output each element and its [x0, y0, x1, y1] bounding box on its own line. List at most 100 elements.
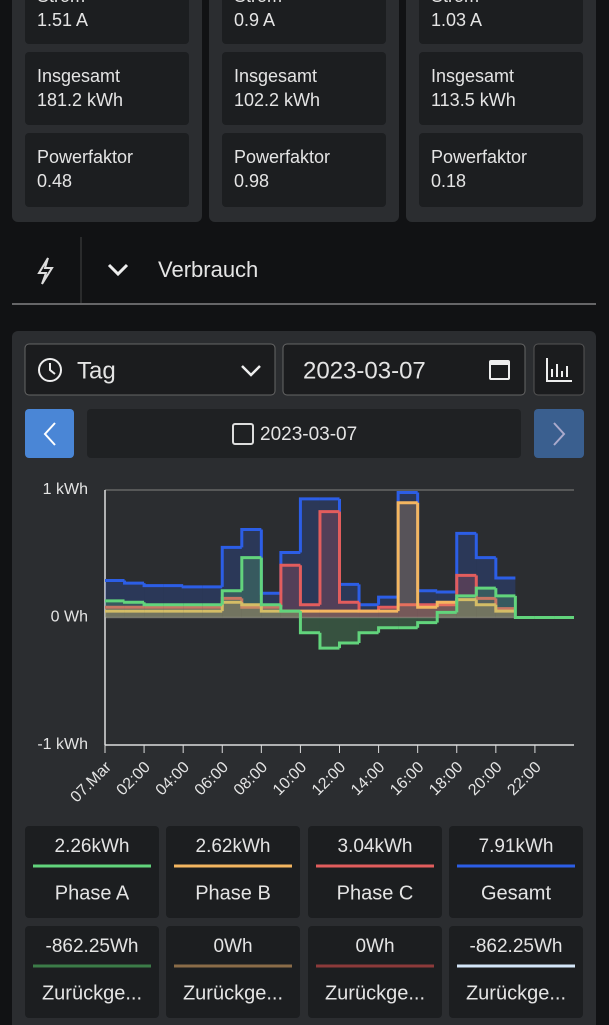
- metric-box: [222, 133, 386, 207]
- returned-label: Zurückge...: [42, 982, 142, 1004]
- date-value: 2023-03-07: [303, 357, 426, 384]
- chevron-down[interactable]: [107, 263, 129, 277]
- area-fill: [398, 492, 418, 618]
- next-arrow: [553, 422, 566, 446]
- step-line: [494, 588, 516, 598]
- chart-button[interactable]: [533, 343, 585, 396]
- metric-value: 1.03 A: [431, 10, 482, 30]
- returned-label: Zurückge...: [466, 982, 566, 1004]
- returned-label: Zurückge...: [325, 982, 425, 1004]
- area-fill: [476, 604, 496, 618]
- step-line: [513, 595, 535, 619]
- date-input[interactable]: [282, 343, 526, 396]
- y-tick-label: 1 kWh: [43, 481, 88, 498]
- calendar-small-icon: [232, 423, 254, 445]
- step-line: [396, 501, 418, 612]
- area-fill: [359, 611, 379, 618]
- returned-value: 0Wh: [213, 936, 252, 957]
- summary-box: [166, 926, 300, 1018]
- area-fill: [476, 598, 496, 618]
- area-fill: [280, 552, 301, 618]
- legend-name: Gesamt: [481, 882, 551, 904]
- step-line: [181, 585, 203, 589]
- step-line: [494, 604, 516, 613]
- metric-box: [25, 0, 189, 44]
- area-fill: [398, 604, 418, 618]
- step-line: [318, 510, 340, 605]
- step-line: [435, 610, 457, 623]
- area-fill: [319, 511, 340, 618]
- step-line: [279, 604, 301, 613]
- clock-hands: [49, 363, 56, 375]
- step-line: [123, 600, 145, 604]
- area-fill: [456, 595, 477, 618]
- area-fill: [241, 529, 262, 618]
- step-line: [240, 598, 262, 609]
- y-tick-label: 0 Wh: [51, 609, 88, 626]
- step-line: [357, 631, 379, 643]
- area-fill: [222, 602, 242, 618]
- metric-value: 0.98: [234, 171, 269, 191]
- area-fill: [378, 617, 399, 628]
- area-fill: [222, 590, 242, 618]
- summary-box: [166, 826, 300, 918]
- consumed-value: 3.04kWh: [338, 836, 413, 857]
- legend-name: Phase B: [195, 882, 271, 904]
- area-fill: [417, 607, 438, 618]
- prev-button[interactable]: [25, 409, 74, 458]
- step-line: [240, 602, 262, 607]
- metric-label: Strom: [234, 0, 282, 6]
- step-line: [416, 621, 438, 628]
- step-line: [259, 604, 281, 613]
- metric-value: 1.51 A: [37, 10, 88, 30]
- period-value: Tag: [77, 357, 116, 384]
- step-line: [474, 586, 496, 596]
- metric-label: Insgesamt: [431, 66, 514, 86]
- metric-box: [222, 52, 386, 125]
- date-display: [87, 409, 521, 458]
- summary-box: [308, 826, 442, 918]
- area-fill: [398, 502, 418, 618]
- step-line: [240, 528, 262, 548]
- area-fill: [163, 604, 184, 618]
- area-fill: [339, 611, 360, 618]
- summary-box: [449, 926, 583, 1018]
- step-line: [298, 611, 320, 635]
- area-fill: [241, 557, 262, 618]
- metric-label: Powerfaktor: [234, 147, 330, 167]
- step-line: [455, 531, 477, 592]
- area-fill: [456, 599, 477, 618]
- metric-label: Insgesamt: [37, 66, 120, 86]
- area-fill: [495, 608, 516, 618]
- summary-box: [25, 926, 159, 1018]
- area-fill: [319, 498, 340, 618]
- metric-box: [25, 133, 189, 207]
- step-line: [494, 557, 516, 580]
- next-button[interactable]: [534, 409, 584, 458]
- area-fill: [202, 611, 223, 618]
- step-line: [455, 594, 477, 613]
- metric-value: 113.5 kWh: [431, 90, 516, 110]
- area-fill: [241, 604, 262, 618]
- metric-label: Powerfaktor: [37, 147, 133, 167]
- metric-label: Strom: [431, 0, 479, 6]
- metric-value: 181.2 kWh: [37, 90, 123, 110]
- area-fill: [163, 611, 184, 618]
- step-line: [435, 600, 457, 608]
- step-line: [298, 497, 320, 553]
- returned-value: 0Wh: [355, 936, 394, 957]
- metric-box: [419, 133, 583, 207]
- area-fill: [378, 611, 399, 618]
- step-line: [220, 545, 242, 587]
- area-fill: [183, 611, 203, 618]
- current-date: 2023-03-07: [260, 424, 357, 445]
- area-fill: [300, 611, 320, 618]
- area-fill: [280, 611, 301, 618]
- step-line: [338, 641, 360, 649]
- step-line: [142, 602, 164, 607]
- period-select[interactable]: [24, 343, 276, 396]
- step-line: [279, 563, 301, 608]
- consumed-value: 2.26kWh: [55, 836, 130, 857]
- area-fill: [144, 604, 164, 618]
- legend-name: Phase C: [337, 882, 414, 904]
